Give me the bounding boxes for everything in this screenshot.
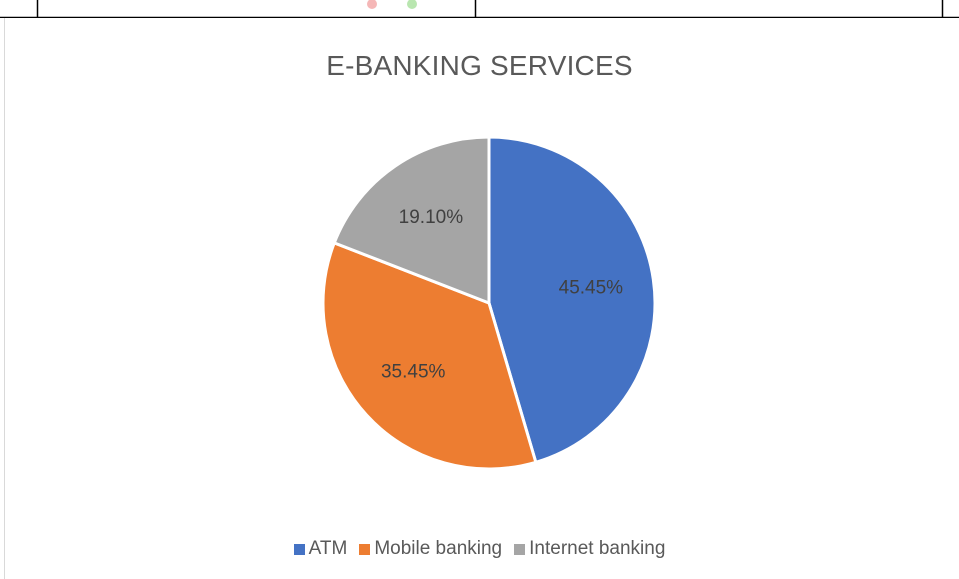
chart-legend: ATM Mobile banking Internet banking — [0, 538, 959, 560]
legend-item-internet-banking: Internet banking — [514, 538, 665, 560]
table-border-strip — [0, 0, 959, 18]
legend-swatch — [514, 543, 526, 555]
legend-label: Internet banking — [529, 538, 666, 559]
data-label-mobile-banking: 35.45% — [381, 362, 446, 383]
legend-item-atm: ATM — [293, 538, 348, 560]
legend-item-mobile-banking: Mobile banking — [359, 538, 502, 560]
pie-slice-mobile-banking — [321, 240, 538, 471]
pie-slice-internet-banking — [332, 135, 491, 306]
pie-slice-atm — [487, 135, 657, 465]
legend-swatch — [359, 543, 371, 555]
watermark-mark — [407, 0, 417, 9]
legend-label: ATM — [308, 538, 348, 559]
data-label-internet-banking: 19.10% — [399, 207, 464, 228]
data-label-atm: 45.45% — [559, 277, 624, 298]
chart-area — [4, 18, 958, 579]
chart-title: E-BANKING SERVICES — [326, 50, 633, 81]
legend-label: Mobile banking — [374, 538, 503, 559]
legend-swatch — [293, 543, 305, 555]
watermark-mark — [367, 0, 377, 9]
